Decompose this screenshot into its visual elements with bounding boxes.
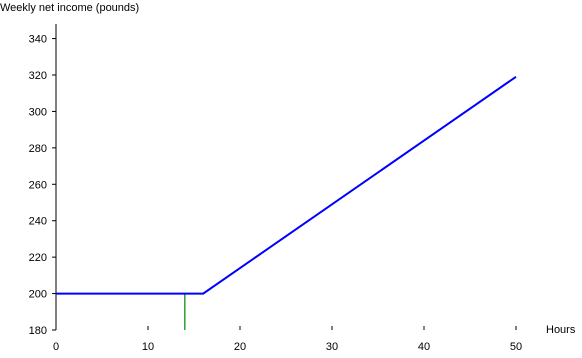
x-tick-label: 10 (142, 341, 154, 353)
y-axis-label: Weekly net income (pounds) (0, 2, 139, 14)
x-axis-label: Hours (546, 324, 576, 336)
y-tick-label: 260 (29, 179, 47, 191)
series-line-net-income (56, 75, 517, 295)
y-tick-label: 180 (29, 325, 47, 337)
y-tick-label: 280 (29, 143, 47, 155)
x-tick-label: 0 (53, 341, 59, 353)
x-tick-label: 50 (510, 341, 522, 353)
x-tick-label: 30 (326, 341, 338, 353)
y-tick-label: 340 (29, 34, 47, 46)
x-tick-label: 40 (418, 341, 430, 353)
y-tick-label: 200 (29, 289, 47, 301)
x-tick-label: 20 (234, 341, 246, 353)
y-tick-label: 320 (29, 70, 47, 82)
y-tick-label: 240 (29, 216, 47, 228)
y-tick-label: 300 (29, 106, 47, 118)
y-tick-label: 220 (29, 252, 47, 264)
